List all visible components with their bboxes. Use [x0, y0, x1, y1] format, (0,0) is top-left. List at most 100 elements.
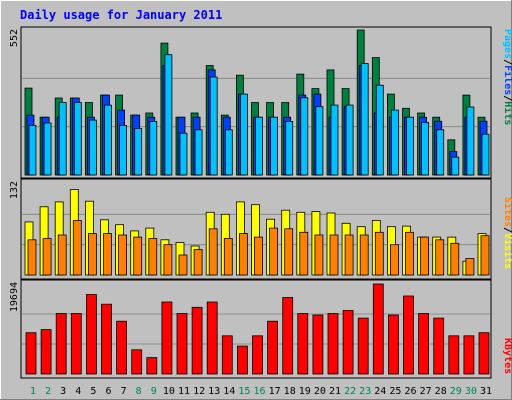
- x-day-label: 24: [374, 386, 386, 397]
- bar-kbytes: KBytes 21: 13240: [327, 313, 339, 375]
- bar-kbytes: KBytes 28: 12225: [433, 317, 445, 375]
- x-day-label: 15: [238, 386, 250, 397]
- panel-kbytes-bars: KBytes 1: 9032KBytes 2: 9711KBytes 3: 13…: [25, 283, 490, 375]
- bar-pages: Pages 9: 204: [149, 121, 158, 176]
- bar-sites: Sites 23: 58: [359, 234, 369, 276]
- bar-pages: Pages 11: 159: [179, 132, 188, 176]
- x-day-label: 29: [450, 386, 462, 397]
- bar-kbytes: KBytes 26: 17059: [403, 295, 414, 375]
- bar-sites: Sites 27: 55: [420, 236, 430, 276]
- bar-sites: Sites 16: 55: [254, 236, 263, 276]
- bar-pages: Pages 22: 266: [345, 104, 354, 176]
- bar-kbytes: KBytes 8: 5297: [131, 349, 143, 375]
- bar-sites: Sites 2: 53: [42, 238, 52, 276]
- legend-files: Files: [502, 65, 512, 95]
- bar-kbytes: KBytes 12: 14597: [191, 306, 203, 375]
- bar-kbytes: KBytes 17: 11544: [267, 320, 279, 375]
- bar-pages: Pages 25: 247: [390, 109, 399, 176]
- bar-pages: Pages 13: 373: [209, 76, 218, 176]
- bar-sites: Sites 24: 62: [374, 231, 384, 276]
- bar-sites: Sites 7: 58: [118, 234, 127, 276]
- legend-kbytes: KBytes: [502, 338, 512, 374]
- bar-kbytes: KBytes 3: 13240: [55, 313, 67, 375]
- bar-kbytes: KBytes 9: 3581: [146, 357, 158, 375]
- bar-sites: Sites 31: 57: [480, 235, 490, 276]
- x-day-label: 19: [299, 386, 311, 397]
- x-day-label: 2: [45, 386, 51, 397]
- bar-pages: Pages 19: 294: [300, 97, 309, 176]
- bar-sites: Sites 4: 79: [72, 220, 82, 276]
- bar-pages: Pages 14: 172: [224, 129, 233, 176]
- bar-sites: Sites 30: 24: [465, 258, 475, 276]
- bar-pages: Pages 23: 424: [360, 63, 369, 176]
- bar-pages: Pages 5: 209: [89, 119, 97, 176]
- bar-kbytes: KBytes 14: 8355: [221, 335, 233, 375]
- bar-pages: Pages 24: 342: [375, 84, 384, 176]
- bar-kbytes: KBytes 7: 11544: [116, 320, 127, 375]
- bar-pages: Pages 6: 266: [104, 104, 112, 176]
- bar-sites: Sites 8: 55: [133, 236, 143, 276]
- bar-pages: Pages 20: 260: [315, 106, 324, 176]
- bar-kbytes: KBytes 30: 8355: [463, 335, 475, 375]
- x-day-label: 17: [269, 386, 281, 397]
- panel-visits-bars: Visits 1: 77Visits 2: 99Visits 3: 106Vis…: [24, 189, 490, 276]
- x-day-label: 28: [435, 386, 447, 397]
- kbytes-ymax-label: 19694: [9, 282, 20, 312]
- chart-title: Daily usage for January 2011: [20, 8, 222, 22]
- bar-sites: Sites 9: 53: [148, 238, 158, 276]
- bar-pages: Pages 15: 308: [239, 93, 248, 176]
- bar-kbytes: KBytes 10: 15751: [161, 301, 173, 375]
- legend-sites-visits: Sites/Visits: [502, 197, 512, 269]
- bar-kbytes: KBytes 22: 13919: [342, 309, 354, 375]
- bar-sites: Sites 19: 62: [299, 231, 309, 276]
- panel-hits-bars: Hits 1: 331Hits 2: 220Hits 3: 293Hits 4:…: [24, 29, 490, 176]
- x-day-label: 18: [284, 386, 296, 397]
- x-day-label: 31: [480, 386, 492, 397]
- bar-kbytes: KBytes 15: 6112: [236, 345, 248, 375]
- bar-sites: Sites 10: 44: [163, 244, 173, 276]
- bar-pages: Pages 29: 68: [451, 156, 460, 176]
- x-day-label: 14: [223, 386, 235, 397]
- bar-sites: Sites 28: 51: [435, 239, 445, 276]
- bar-pages: Pages 2: 198: [43, 122, 52, 176]
- x-day-label: 1: [30, 386, 36, 397]
- bar-kbytes: KBytes 19: 13240: [297, 313, 309, 375]
- x-day-label: 12: [193, 386, 205, 397]
- bar-sites: Sites 26: 62: [405, 231, 414, 276]
- bar-kbytes: KBytes 23: 12225: [357, 317, 369, 375]
- x-day-label: 8: [136, 386, 142, 397]
- x-day-label: 20: [314, 386, 326, 397]
- x-day-label: 27: [420, 386, 432, 397]
- bar-kbytes: KBytes 2: 9711: [40, 329, 52, 375]
- bar-sites: Sites 14: 53: [223, 238, 233, 276]
- bar-kbytes: KBytes 27: 13240: [418, 313, 430, 375]
- bar-pages: Pages 26: 220: [406, 116, 414, 176]
- bar-sites: Sites 5: 60: [88, 233, 97, 276]
- hits-ymax-label: 552: [9, 29, 20, 47]
- bar-pages: Pages 3: 276: [58, 102, 67, 176]
- bar-kbytes: KBytes 6: 15276: [101, 303, 112, 375]
- x-day-label: 3: [60, 386, 66, 397]
- bar-sites: Sites 29: 46: [450, 242, 460, 276]
- bar-sites: Sites 11: 29: [178, 254, 188, 276]
- panel-kbytes: KBytes 1: 9032KBytes 2: 9711KBytes 3: 13…: [9, 279, 512, 379]
- legend-sep-2: /: [502, 95, 512, 101]
- x-day-label: 4: [75, 386, 81, 397]
- bar-pages: Pages 31: 155: [481, 133, 490, 176]
- bar-kbytes: KBytes 11: 13240: [176, 313, 188, 375]
- visits-ymax-label: 132: [9, 181, 20, 199]
- bar-kbytes: KBytes 18: 16734: [282, 297, 294, 375]
- bar-pages: Pages 21: 266: [330, 104, 339, 176]
- bar-kbytes: KBytes 5: 17394: [86, 294, 97, 375]
- bar-sites: Sites 17: 68: [269, 227, 279, 276]
- x-day-label: 13: [208, 386, 220, 397]
- bar-pages: Pages 12: 172: [194, 129, 203, 176]
- bar-kbytes: KBytes 1: 9032: [25, 332, 37, 375]
- bar-sites: Sites 22: 58: [344, 234, 354, 276]
- legend-visits: Visits: [502, 233, 512, 269]
- legend-hits-files-pages: Pages/Files/Hits: [502, 29, 512, 125]
- bar-sites: Sites 20: 58: [314, 234, 324, 276]
- x-day-label: 30: [465, 386, 477, 397]
- x-day-label: 22: [344, 386, 356, 397]
